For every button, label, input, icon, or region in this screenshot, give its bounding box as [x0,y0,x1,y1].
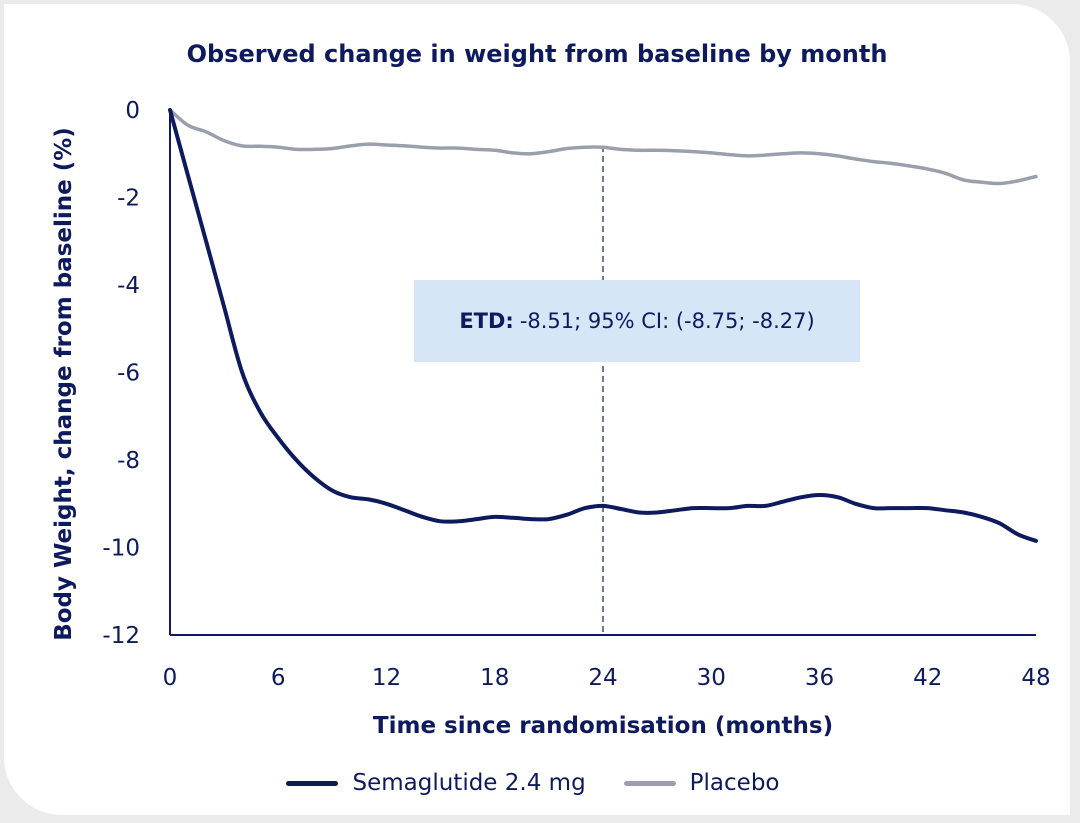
x-tick-label-0: 0 [163,665,178,691]
etd-annotation-text: -8.51; 95% CI: (-8.75; -8.27) [519,309,815,333]
y-tick-label-neg12: -12 [102,623,140,649]
y-tick-label-neg8: -8 [117,448,140,474]
x-tick-label-48: 48 [1021,665,1050,691]
etd-annotation: ETD: -8.51; 95% CI: (-8.75; -8.27) [414,280,860,362]
legend: Semaglutide 2.4 mg Placebo [0,770,1066,796]
legend-item-semaglutide: Semaglutide 2.4 mg [286,770,586,796]
y-tick-label-neg10: -10 [102,536,140,562]
etd-annotation-label: ETD: [459,309,514,333]
x-tick-label-6: 6 [271,665,286,691]
y-tick-label-neg6: -6 [117,361,140,387]
x-tick-label-18: 18 [480,665,509,691]
y-tick-label-neg4: -4 [117,273,140,299]
legend-label-placebo: Placebo [689,770,780,796]
x-tick-label-30: 30 [697,665,726,691]
x-tick-label-24: 24 [588,665,617,691]
chart-title: Observed change in weight from baseline … [186,40,888,68]
series-line-semaglutide [168,108,1038,543]
series-line-placebo [168,108,1038,186]
chart-card: Observed change in weight from baseline … [4,4,1070,815]
x-tick-label-12: 12 [372,665,401,691]
x-axis-label: Time since randomisation (months) [372,713,834,739]
legend-label-semaglutide: Semaglutide 2.4 mg [352,770,586,796]
legend-swatch-placebo [623,780,676,786]
x-tick-label-42: 42 [913,665,942,691]
legend-swatch-semaglutide [286,780,339,786]
y-tick-label-neg2: -2 [117,186,140,212]
y-tick-label-0: 0 [125,98,140,124]
x-tick-label-36: 36 [805,665,834,691]
legend-item-placebo: Placebo [623,770,780,796]
